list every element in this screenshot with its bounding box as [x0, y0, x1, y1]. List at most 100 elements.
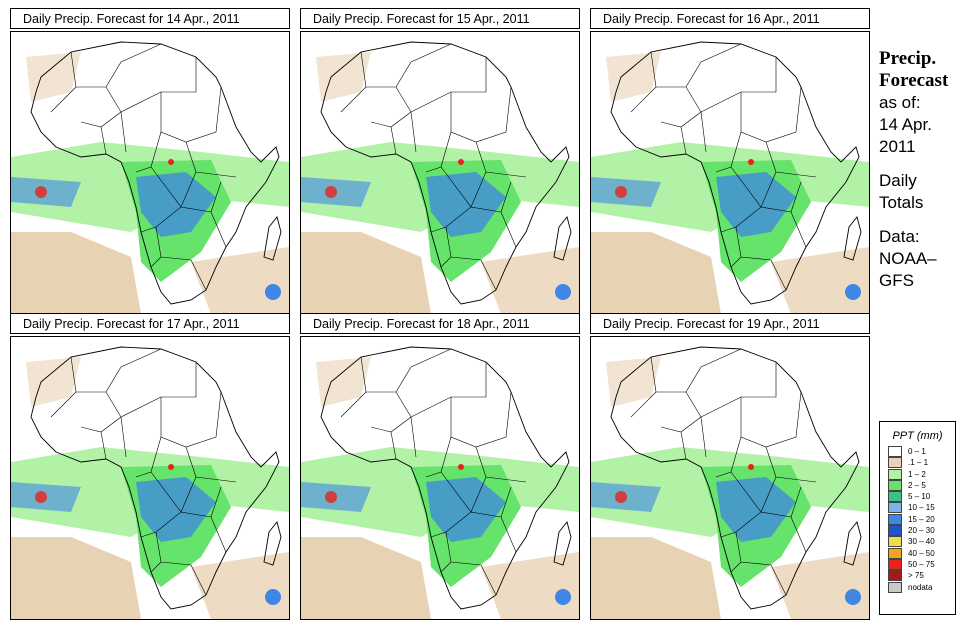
legend-swatch [888, 547, 902, 559]
rain-heavy-spot [265, 284, 281, 300]
dry-area-indian-ocean [481, 552, 579, 619]
legend-title: PPT (mm) [892, 430, 943, 442]
rain-heavy-spot [748, 464, 754, 470]
dry-area-south-atlantic [301, 537, 431, 619]
legend-item: 2 – 5 [880, 479, 955, 491]
madagascar [843, 521, 862, 566]
dry-area-sahara [26, 357, 81, 407]
legend-label: 5 – 10 [908, 492, 931, 502]
rain-heavy-spot [35, 491, 47, 503]
rain-band-heavy [136, 477, 216, 542]
dry-area-sahara [26, 52, 81, 102]
dry-area-sahara [316, 52, 371, 102]
precip-map [300, 336, 580, 620]
dry-area-south-atlantic [11, 232, 141, 314]
legend-swatch [888, 536, 902, 548]
africa-coastline [320, 346, 570, 610]
legend-item: > 75 [880, 570, 955, 582]
panel-title: Daily Precip. Forecast for 17 Apr., 2011 [10, 313, 290, 334]
dry-area-south-atlantic [591, 232, 721, 314]
forecast-panel-day6: Daily Precip. Forecast for 19 Apr., 2011 [590, 313, 870, 620]
info-source-line1: Data: [879, 227, 920, 246]
info-totals-line1: Daily [879, 171, 917, 190]
forecast-info: Precip. Forecast as of: 14 Apr. 2011 Dai… [879, 48, 965, 292]
forecast-panel-day4: Daily Precip. Forecast for 17 Apr., 2011 [10, 313, 290, 620]
info-asof-date-line1: 14 Apr. [879, 115, 932, 134]
rain-heavy-spot [458, 464, 464, 470]
legend-swatch [888, 558, 902, 570]
rain-heavy-spot [845, 589, 861, 605]
rain-band-heavy [716, 477, 796, 542]
legend-label: > 75 [908, 571, 924, 581]
country-borders [340, 348, 527, 596]
rain-heavy-spot [325, 491, 337, 503]
legend-label: 2 – 5 [908, 480, 926, 490]
rain-heavy-spot [325, 186, 337, 198]
dry-area-sahara [606, 52, 661, 102]
country-borders [50, 43, 237, 291]
legend-label: 30 – 40 [908, 537, 935, 547]
africa-coastline [610, 41, 860, 305]
panel-title: Daily Precip. Forecast for 18 Apr., 2011 [300, 313, 580, 334]
legend-label: 40 – 50 [908, 548, 935, 558]
madagascar [263, 216, 282, 261]
legend-label: 0 – 1 [908, 447, 926, 456]
legend-item: 10 – 15 [880, 502, 955, 514]
legend-item: 50 – 75 [880, 558, 955, 570]
forecast-panel-day1: Daily Precip. Forecast for 14 Apr., 2011 [10, 8, 290, 315]
legend-swatch [888, 491, 902, 503]
country-borders [630, 348, 817, 596]
forecast-panel-day5: Daily Precip. Forecast for 18 Apr., 2011 [300, 313, 580, 620]
madagascar [553, 521, 572, 566]
country-borders [50, 348, 237, 596]
rain-band-heavy [426, 477, 506, 542]
country-borders [340, 43, 527, 291]
panel-title: Daily Precip. Forecast for 15 Apr., 2011 [300, 8, 580, 29]
rain-heavy-spot [845, 284, 861, 300]
panel-title: Daily Precip. Forecast for 16 Apr., 2011 [590, 8, 870, 29]
africa-coastline [320, 41, 570, 305]
info-source-line3: GFS [879, 271, 914, 290]
dry-area-indian-ocean [191, 247, 289, 314]
madagascar [263, 521, 282, 566]
legend-label: 1 – 2 [908, 469, 926, 479]
info-title-line2: Forecast [879, 70, 949, 91]
legend-item: 15 – 20 [880, 513, 955, 525]
legend-item: 40 – 50 [880, 547, 955, 559]
precip-map [590, 336, 870, 620]
madagascar [843, 216, 862, 261]
legend-swatch [888, 468, 902, 480]
dry-area-indian-ocean [481, 247, 579, 314]
rain-band-heavy [136, 172, 216, 237]
legend-label: 10 – 15 [908, 503, 935, 513]
country-borders [630, 43, 817, 291]
rain-heavy-spot [35, 186, 47, 198]
legend-swatch [888, 525, 902, 537]
dry-area-south-atlantic [11, 537, 141, 619]
legend-swatch [888, 479, 902, 491]
africa-coastline [30, 346, 280, 610]
legend-item: 20 – 30 [880, 525, 955, 537]
precip-map [10, 336, 290, 620]
info-asof-label: as of: [879, 93, 921, 112]
forecast-panel-day2: Daily Precip. Forecast for 15 Apr., 2011 [300, 8, 580, 315]
rain-band-heavy [426, 172, 506, 237]
dry-area-sahara [316, 357, 371, 407]
legend-item: 5 – 10 [880, 491, 955, 503]
legend-swatch [888, 513, 902, 525]
rain-heavy-spot [615, 491, 627, 503]
rain-heavy-spot [168, 159, 174, 165]
madagascar [553, 216, 572, 261]
dry-area-south-atlantic [591, 537, 721, 619]
legend-swatch [888, 446, 902, 457]
legend-label: nodata [908, 582, 933, 592]
forecast-panel-day3: Daily Precip. Forecast for 16 Apr., 2011 [590, 8, 870, 315]
dry-area-south-atlantic [301, 232, 431, 314]
rain-heavy-spot [615, 186, 627, 198]
rain-heavy-spot [458, 159, 464, 165]
dry-area-indian-ocean [191, 552, 289, 619]
legend-label: .1 – 1 [908, 458, 929, 468]
info-title-line1: Precip. [879, 48, 937, 69]
legend-swatch [888, 502, 902, 514]
